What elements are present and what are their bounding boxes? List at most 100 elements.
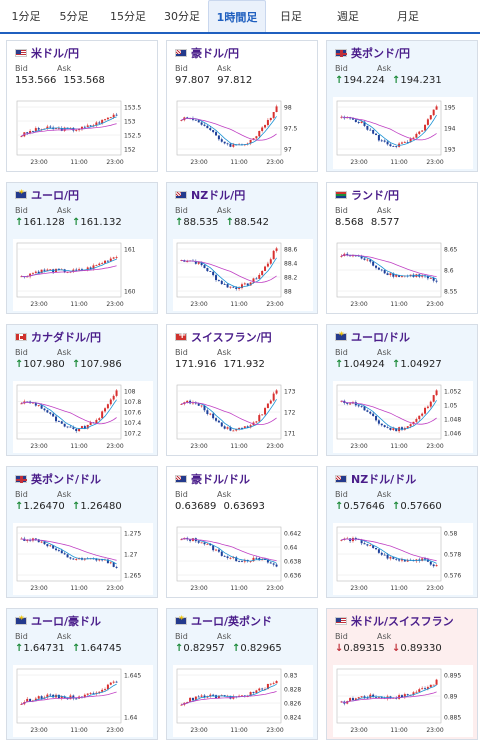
rate-card[interactable]: 豪ドル/円 Bid Ask 97.807 97.812 98 97.5 97 23:00… bbox=[166, 40, 318, 172]
bid-price: 97.807 bbox=[175, 75, 210, 86]
rate-card[interactable]: スイスフラン/円 Bid Ask 171.916 171.932 173 172 17… bbox=[166, 324, 318, 456]
rate-card[interactable]: 英ポンド/ドル Bid Ask ↑1.26470 ↑1.26480 1.275 1.… bbox=[6, 466, 158, 598]
mini-candlestick-chart[interactable]: 0.895 0.89 0.885 23:00 11:00 23:00 bbox=[333, 665, 473, 737]
mini-candlestick-chart[interactable]: 173 172 171 23:00 11:00 23:00 bbox=[173, 381, 313, 453]
rate-card[interactable]: NZドル/円 Bid Ask ↑88.535 ↑88.542 88.6 88.4 88… bbox=[166, 182, 318, 314]
x-tick-label: 23:00 bbox=[106, 727, 123, 734]
currency-pair-link[interactable]: 英ポンド/ドル bbox=[15, 472, 101, 486]
rate-card[interactable]: 米ドル/円 Bid Ask 153.566 153.568 153.5 153 152… bbox=[6, 40, 158, 172]
pair-name: NZドル/円 bbox=[191, 189, 246, 202]
candle-body bbox=[26, 540, 29, 542]
candle-body bbox=[55, 548, 58, 551]
arrow-up-icon: ↑ bbox=[335, 75, 344, 86]
rate-card[interactable]: カナダドル/円 Bid Ask ↑107.980 ↑107.986 108 107.… bbox=[6, 324, 158, 456]
y-tick-label: 88.6 bbox=[284, 247, 298, 254]
x-tick-label: 23:00 bbox=[30, 443, 47, 450]
arrow-up-icon: ↑ bbox=[335, 359, 344, 370]
candle-body bbox=[191, 697, 194, 701]
tab-timeframe[interactable]: 15分足 bbox=[110, 10, 146, 23]
x-tick-label: 23:00 bbox=[190, 443, 207, 450]
au-flag-icon bbox=[175, 49, 187, 57]
rate-card[interactable]: 豪ドル/ドル Bid Ask 0.63689 0.63693 0.642 0.64 0… bbox=[166, 466, 318, 598]
currency-pair-link[interactable]: 米ドル/スイスフラン bbox=[335, 614, 454, 628]
tab-timeframe[interactable]: 週足 bbox=[337, 10, 359, 23]
currency-pair-link[interactable]: ランド/円 bbox=[335, 188, 399, 202]
candle-body bbox=[238, 288, 241, 289]
candle-body bbox=[232, 557, 235, 559]
currency-pair-link[interactable]: 米ドル/円 bbox=[15, 46, 79, 60]
mini-candlestick-chart[interactable]: 98 97.5 97 23:00 11:00 23:00 bbox=[173, 97, 313, 169]
currency-pair-link[interactable]: ユーロ/円 bbox=[15, 188, 79, 202]
mini-candlestick-chart[interactable]: 0.642 0.64 0.638 0.636 23:00 11:00 23:00 bbox=[173, 523, 313, 595]
candle-body bbox=[232, 144, 235, 147]
rate-card[interactable]: ランド/円 Bid Ask 8.568 8.577 8.65 8.6 8.55 23:0… bbox=[326, 182, 478, 314]
moving-average-slow-line bbox=[181, 538, 277, 561]
y-tick-label: 1.64 bbox=[124, 715, 138, 722]
mini-candlestick-chart[interactable]: 108 107.8 107.6 107.4 107.2 23:00 11:00 23:00 bbox=[13, 381, 153, 453]
moving-average-slow-line bbox=[181, 259, 277, 283]
bid-price-group: ↑161.128 bbox=[15, 217, 65, 228]
arrow-up-icon: ↑ bbox=[71, 217, 81, 228]
candle-body bbox=[258, 558, 261, 561]
currency-pair-link[interactable]: NZドル/ドル bbox=[335, 472, 416, 486]
candle-body bbox=[200, 405, 203, 407]
candle-body bbox=[75, 129, 78, 131]
mini-candlestick-chart[interactable]: 1.052 1.05 1.048 1.046 23:00 11:00 23:00 bbox=[333, 381, 473, 453]
candle-body bbox=[112, 395, 115, 400]
rate-card[interactable]: 英ポンド/円 Bid Ask ↑194.224 ↑194.231 195 194 19… bbox=[326, 40, 478, 172]
mini-candlestick-chart[interactable]: 8.65 8.6 8.55 23:00 11:00 23:00 bbox=[333, 239, 473, 311]
currency-pair-link[interactable]: カナダドル/円 bbox=[15, 330, 101, 344]
candle-body bbox=[375, 415, 378, 421]
mini-candlestick-chart[interactable]: 153.5 153 152.5 152 23:00 11:00 23:00 bbox=[13, 97, 153, 169]
currency-pair-link[interactable]: 英ポンド/円 bbox=[335, 46, 410, 60]
currency-pair-link[interactable]: 豪ドル/円 bbox=[175, 46, 239, 60]
arrow-up-icon: ↑ bbox=[391, 75, 401, 86]
mini-candlestick-chart[interactable]: 88.6 88.4 88.2 88 23:00 11:00 23:00 bbox=[173, 239, 313, 311]
tab-timeframe[interactable]: 1時間足 bbox=[208, 0, 266, 32]
currency-pair-link[interactable]: ユーロ/英ポンド bbox=[175, 614, 272, 628]
candle-body bbox=[240, 695, 243, 697]
bid-label: Bid bbox=[335, 64, 348, 73]
rate-card[interactable]: NZドル/ドル Bid Ask ↑0.57646 ↑0.57660 0.58 0.5… bbox=[326, 466, 478, 598]
currency-pair-link[interactable]: 豪ドル/ドル bbox=[175, 472, 250, 486]
candle-body bbox=[203, 124, 206, 126]
candle-body bbox=[223, 141, 226, 144]
candle-body bbox=[432, 277, 435, 281]
x-tick-label: 23:00 bbox=[426, 159, 443, 166]
candle-body bbox=[49, 545, 52, 547]
tab-timeframe[interactable]: 1分足 bbox=[11, 10, 41, 23]
currency-pair-link[interactable]: スイスフラン/円 bbox=[175, 330, 272, 344]
candle-body bbox=[20, 276, 23, 278]
x-tick-label: 23:00 bbox=[426, 727, 443, 734]
candle-body bbox=[189, 697, 192, 702]
mini-candlestick-chart[interactable]: 1.275 1.27 1.265 23:00 11:00 23:00 bbox=[13, 523, 153, 595]
mini-candlestick-chart[interactable]: 0.83 0.828 0.826 0.824 23:00 11:00 23:00 bbox=[173, 665, 313, 737]
tab-timeframe[interactable]: 日足 bbox=[280, 10, 302, 23]
mini-candlestick-chart[interactable]: 195 194 193 23:00 11:00 23:00 bbox=[333, 97, 473, 169]
currency-pair-link[interactable]: NZドル/円 bbox=[175, 188, 245, 202]
mini-candlestick-chart[interactable]: 1.645 1.64 23:00 11:00 23:00 bbox=[13, 665, 153, 737]
mini-candlestick-chart[interactable]: 161 160 23:00 11:00 23:00 bbox=[13, 239, 153, 311]
candle-body bbox=[37, 539, 40, 543]
rate-card[interactable]: 米ドル/スイスフラン Bid Ask ↓0.89315 ↓0.89330 0.89… bbox=[326, 608, 478, 740]
tab-timeframe[interactable]: 30分足 bbox=[164, 10, 200, 23]
price-row: ↑1.04924 ↑1.04927 bbox=[335, 359, 446, 370]
currency-pair-link[interactable]: ユーロ/ドル bbox=[335, 330, 410, 344]
tab-timeframe[interactable]: 月足 bbox=[397, 10, 419, 23]
mini-candlestick-chart[interactable]: 0.58 0.578 0.576 23:00 11:00 23:00 bbox=[333, 523, 473, 595]
candle-body bbox=[72, 558, 75, 560]
ask-label: Ask bbox=[377, 64, 392, 73]
currency-pair-link[interactable]: ユーロ/豪ドル bbox=[15, 614, 101, 628]
tab-timeframe[interactable]: 5分足 bbox=[59, 10, 89, 23]
arrow-up-icon: ↑ bbox=[335, 501, 344, 512]
candle-body bbox=[383, 425, 386, 427]
candle-body bbox=[43, 269, 46, 271]
arrow-up-icon: ↑ bbox=[175, 217, 184, 228]
candle-body bbox=[75, 698, 78, 700]
